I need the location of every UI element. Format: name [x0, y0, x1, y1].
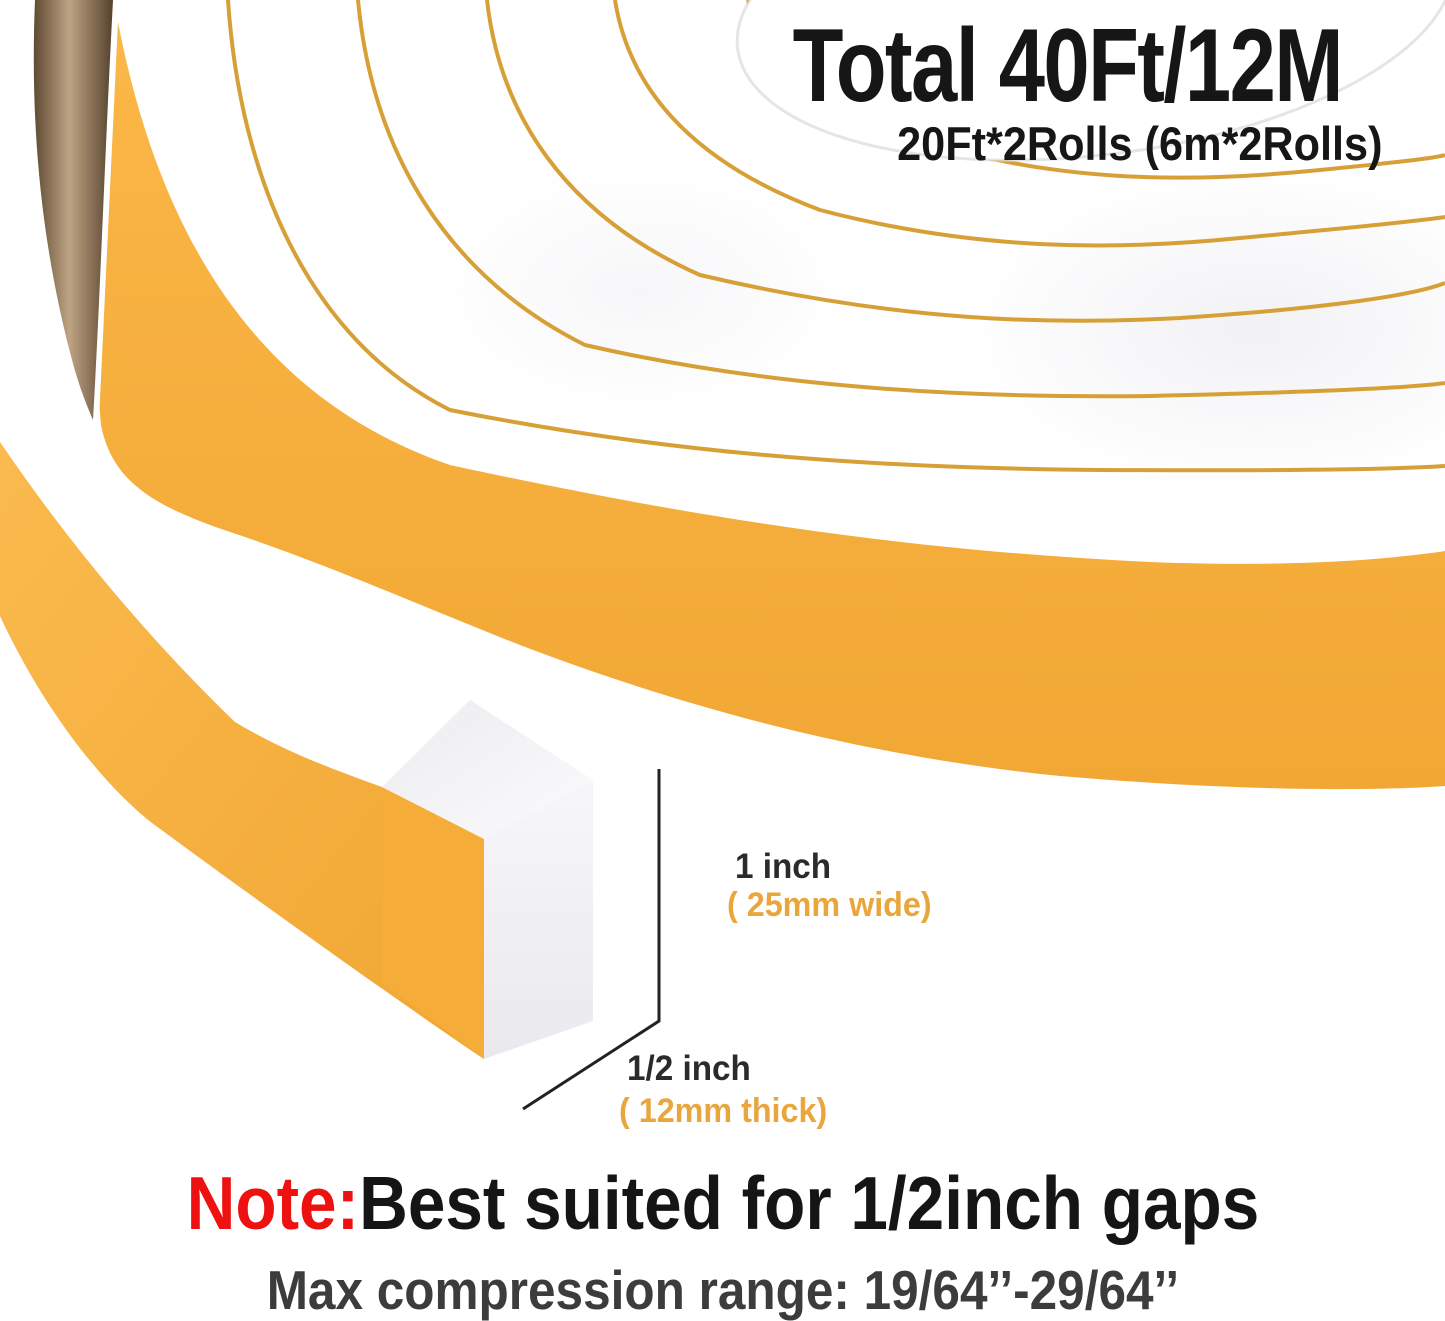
- tape-spiral-ring-4: [356, 0, 1445, 399]
- cross-section-adhesive-face: [382, 787, 484, 1059]
- tape-core-edge: [27, 0, 120, 423]
- cross-section-front-face: [484, 780, 593, 1059]
- note-line: Note:Best suited for 1/2inch gaps: [0, 1166, 1445, 1241]
- tape-spiral-ring-3: [485, 0, 1445, 323]
- page-subtitle: 20Ft*2Rolls (6m*2Rolls): [835, 120, 1445, 167]
- thickness-dimension-metric: ( 12mm thick): [619, 1092, 828, 1130]
- note-message: Best suited for 1/2inch gaps: [358, 1161, 1259, 1245]
- width-dimension-label: 1 inch: [735, 847, 832, 886]
- note-prefix: Note:: [186, 1161, 359, 1245]
- cross-section-top-face: [382, 700, 593, 839]
- width-dimension-metric: ( 25mm wide): [727, 886, 932, 924]
- compression-range-note: Max compression range: 19/64’’-29/64’’: [0, 1263, 1445, 1318]
- page-subtitle-text: 20Ft*2Rolls (6m*2Rolls): [897, 117, 1383, 170]
- roll-top-shading: [420, 160, 860, 420]
- compression-range-text: Max compression range: 19/64’’-29/64’’: [266, 1259, 1179, 1321]
- tape-end-strip: [0, 442, 484, 1059]
- tape-roll-hole: [735, 0, 1445, 162]
- tape-spiral-ring-2: [613, 0, 1445, 248]
- tape-roll-side-face: [96, 22, 1445, 790]
- thickness-dimension-label: 1/2 inch: [627, 1049, 751, 1088]
- page-title-text: Total 40Ft/12M: [792, 8, 1344, 124]
- dimension-lines: [522, 769, 661, 1111]
- tape-spiral-ring-5: [226, 0, 1445, 473]
- roll-top-shading: [955, 165, 1445, 495]
- page-title: Total 40Ft/12M: [690, 14, 1445, 118]
